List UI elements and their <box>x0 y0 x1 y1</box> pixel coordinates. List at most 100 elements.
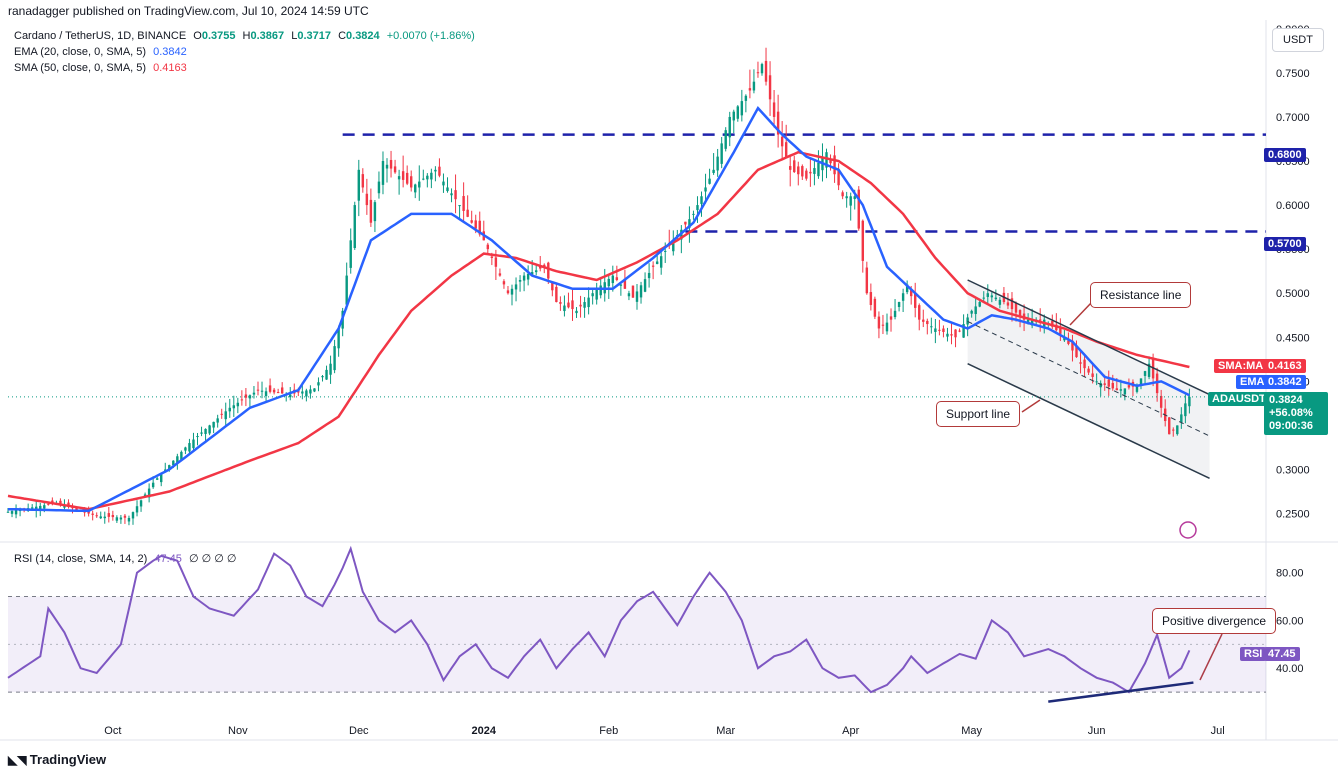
candle-body-127 <box>518 280 522 282</box>
candle-body-144 <box>587 297 590 308</box>
candle-body-280 <box>1135 385 1139 392</box>
ohlc-high: H0.3867 <box>242 30 285 42</box>
candle-body-192 <box>780 136 784 147</box>
candle-body-13 <box>59 500 62 505</box>
candle-body-156 <box>635 291 639 302</box>
sma-label: SMA (50, close, 0, SMA, 5) <box>14 62 147 74</box>
candle-body-112 <box>458 205 461 207</box>
candle-body-227 <box>922 319 925 322</box>
candle-body-283 <box>1147 363 1151 377</box>
candle-body-153 <box>623 278 627 289</box>
tradingview-logo: ◣◥ TradingView <box>8 752 106 767</box>
candle-body-236 <box>958 330 961 332</box>
candle-body-183 <box>744 95 748 101</box>
candle-body-107 <box>438 166 441 176</box>
candle-body-95 <box>389 159 393 169</box>
ohlc-open: O0.3755 <box>193 30 236 42</box>
candle-body-205 <box>833 155 836 175</box>
candle-body-172 <box>700 196 703 204</box>
channel-upper-line <box>967 279 1210 396</box>
divergence-pointer <box>1199 633 1223 681</box>
candle-body-97 <box>397 176 401 180</box>
candle-body-98 <box>401 171 405 180</box>
price-tick-label-10: 0.3000 <box>1276 464 1310 476</box>
candle-body-41 <box>172 460 175 466</box>
candle-body-273 <box>1107 379 1110 387</box>
time-tick-label-2: Dec <box>349 725 369 737</box>
candle-body-36 <box>151 482 155 488</box>
candle-body-253 <box>1026 319 1030 322</box>
candle-body-168 <box>684 221 687 225</box>
rsi-value-badge: 47.45 <box>1264 647 1300 661</box>
candle-body-224 <box>909 289 913 297</box>
candle-body-105 <box>430 172 433 180</box>
time-tick-label-4: Feb <box>599 725 618 737</box>
candle-body-146 <box>595 288 598 300</box>
candle-body-74 <box>305 390 308 397</box>
rsi-legend: RSI (14, close, SMA, 14, 2) 47.45 ∅ ∅ ∅ … <box>14 552 240 565</box>
candle-body-115 <box>470 220 473 223</box>
candle-body-171 <box>696 205 699 211</box>
candle-body-165 <box>672 240 675 252</box>
candle-body-134 <box>547 262 550 279</box>
candle-body-221 <box>897 302 901 308</box>
candle-body-230 <box>934 328 937 332</box>
candle-body-21 <box>91 513 94 515</box>
price-tick-label-4: 0.6000 <box>1276 200 1310 212</box>
sma-value-badge: 0.4163 <box>1264 359 1306 373</box>
currency-button[interactable]: USDT <box>1272 28 1324 52</box>
candle-body-137 <box>559 302 562 304</box>
ema-legend: EMA (20, close, 0, SMA, 5) 0.3842 <box>14 46 191 58</box>
ema-value: 0.3842 <box>153 46 187 58</box>
candle-body-199 <box>809 171 812 174</box>
candle-body-67 <box>276 392 280 394</box>
candle-body-204 <box>829 159 832 164</box>
ema-label: EMA (20, close, 0, SMA, 5) <box>14 46 147 58</box>
candle-body-103 <box>422 178 425 180</box>
candle-body-102 <box>418 181 421 188</box>
candle-body-241 <box>978 302 981 307</box>
candle-body-70 <box>289 394 292 398</box>
candle-body-116 <box>474 220 477 229</box>
candle-body-290 <box>1176 425 1179 435</box>
candle-body-42 <box>176 456 179 464</box>
candle-body-128 <box>522 275 526 281</box>
tradingview-logo-icon: ◣◥ <box>8 753 30 767</box>
candle-body-119 <box>486 244 490 250</box>
rsi-band-fill <box>8 596 1266 693</box>
candle-body-68 <box>280 387 284 394</box>
ema-tag-badge: EMA <box>1236 375 1269 389</box>
rsi-tick-label-2: 40.00 <box>1276 663 1304 675</box>
candle-body-122 <box>498 273 502 276</box>
candle-body-123 <box>502 281 506 285</box>
candle-body-163 <box>664 250 667 252</box>
candle-body-64 <box>264 391 268 397</box>
replay-icon <box>1179 521 1197 539</box>
candle-body-220 <box>893 310 897 318</box>
candle-body-209 <box>849 196 852 206</box>
candle-body-88 <box>361 174 365 188</box>
candle-body-244 <box>990 295 994 298</box>
candle-body-249 <box>1010 298 1014 310</box>
candle-body-207 <box>841 192 844 197</box>
candle-body-150 <box>611 275 615 284</box>
candle-body-237 <box>962 324 965 338</box>
candle-body-31 <box>131 512 135 519</box>
candle-body-65 <box>268 385 272 392</box>
price-tick-label-1: 0.7500 <box>1276 68 1310 80</box>
candle-body-99 <box>405 172 409 184</box>
candle-body-218 <box>885 322 889 332</box>
candle-body-106 <box>434 169 437 172</box>
candle-body-254 <box>1030 319 1034 326</box>
ohlc-change: +0.0070 (+1.86%) <box>386 30 475 42</box>
price-countdown: 09:00:36 <box>1269 420 1314 432</box>
candle-body-135 <box>551 281 554 291</box>
candle-body-185 <box>752 81 756 91</box>
candle-body-73 <box>301 391 304 394</box>
candle-body-215 <box>873 298 877 317</box>
candle-body-286 <box>1159 395 1163 408</box>
sma-tag-badge: SMA:MA <box>1214 359 1268 373</box>
candle-body-8 <box>39 505 42 510</box>
candle-body-270 <box>1095 381 1098 383</box>
